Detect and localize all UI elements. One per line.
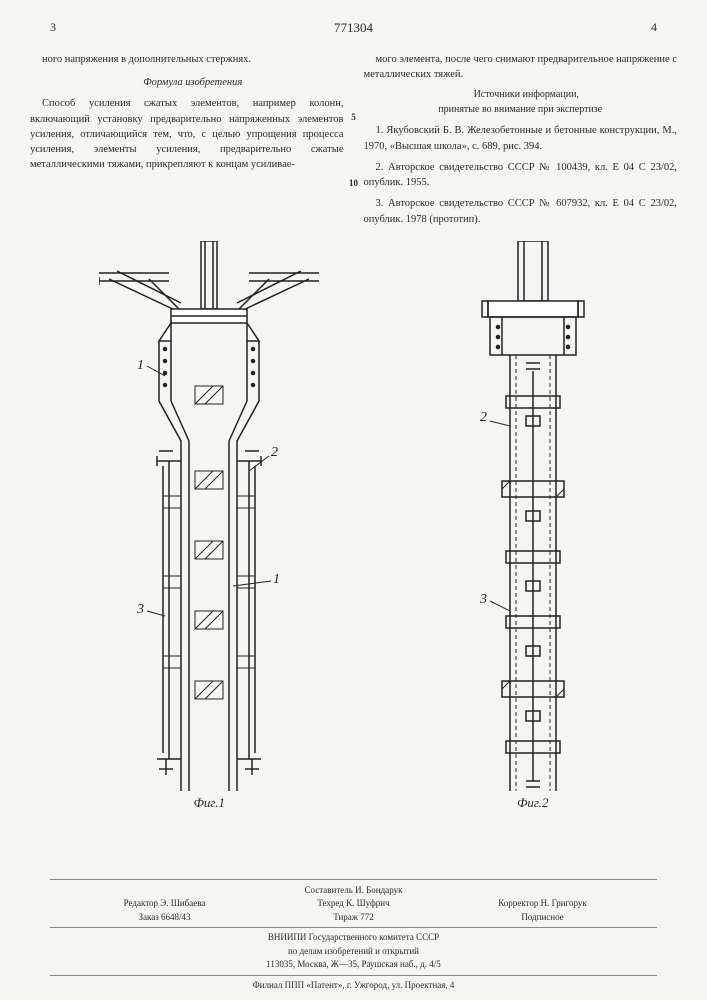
footer-org1: ВНИИПИ Государственного комитета СССР: [50, 931, 657, 945]
fig1-label-1: 1: [137, 358, 144, 373]
sources-title: Источники информации, принятые во вниман…: [364, 88, 678, 117]
left-p1: ного напряжения в дополнительных стержня…: [30, 52, 344, 67]
right-column: мого элемента, после чего снимают предва…: [364, 52, 678, 233]
footer-addr2: Филиал ППП «Патент», г. Ужгород, ул. Про…: [50, 979, 657, 993]
patent-number: 771304: [334, 20, 373, 36]
page-num-right: 4: [651, 20, 657, 46]
footer-addr1: 113035, Москва, Ж—35, Раушская наб., д. …: [50, 958, 657, 972]
fig1-label-2: 2: [271, 445, 278, 460]
source-3: 3. Авторское свидетельство СССР № 607932…: [364, 196, 678, 226]
left-p2: Способ усиления сжатых элементов, наприм…: [30, 96, 344, 172]
footer-order: Заказ 6648/43: [70, 911, 259, 925]
figure-1: 1 2 3 1 Фиг.1: [99, 241, 319, 821]
footer-tirage: Тираж 772: [259, 911, 448, 925]
footer: Составитель И. Бондарук Редактор Э. Шиба…: [50, 879, 657, 993]
footer-org2: по делам изобретений и открытий: [50, 945, 657, 959]
source-2: 2. Авторское свидетельство СССР № 100439…: [364, 160, 678, 190]
figure-2: 2 3 Фиг.2: [458, 241, 608, 821]
right-p1: мого элемента, после чего снимают предва…: [364, 52, 678, 82]
footer-corrector: Корректор Н. Григорук: [448, 897, 637, 911]
footer-techred: Техред К. Шуфрич: [259, 897, 448, 911]
fig1-label-3: 3: [136, 602, 144, 617]
fig2-label-2: 2: [480, 410, 487, 425]
source-1: 1. Якубовский Б. В. Железобетонные и бет…: [364, 123, 678, 153]
footer-editor: Редактор Э. Шибаева: [70, 897, 259, 911]
footer-composer: Составитель И. Бондарук: [50, 884, 657, 898]
line-num-10: 10: [349, 178, 358, 188]
line-num-5: 5: [351, 112, 356, 122]
left-column: ного напряжения в дополнительных стержня…: [30, 52, 344, 233]
fig2-caption: Фиг.2: [517, 795, 549, 811]
fig1-caption: Фиг.1: [193, 795, 225, 811]
fig1-label-1b: 1: [273, 572, 280, 587]
fig2-label-3: 3: [479, 592, 487, 607]
page-num-left: 3: [50, 20, 56, 46]
footer-sign: Подписное: [448, 911, 637, 925]
formula-title: Формула изобретения: [30, 75, 344, 90]
